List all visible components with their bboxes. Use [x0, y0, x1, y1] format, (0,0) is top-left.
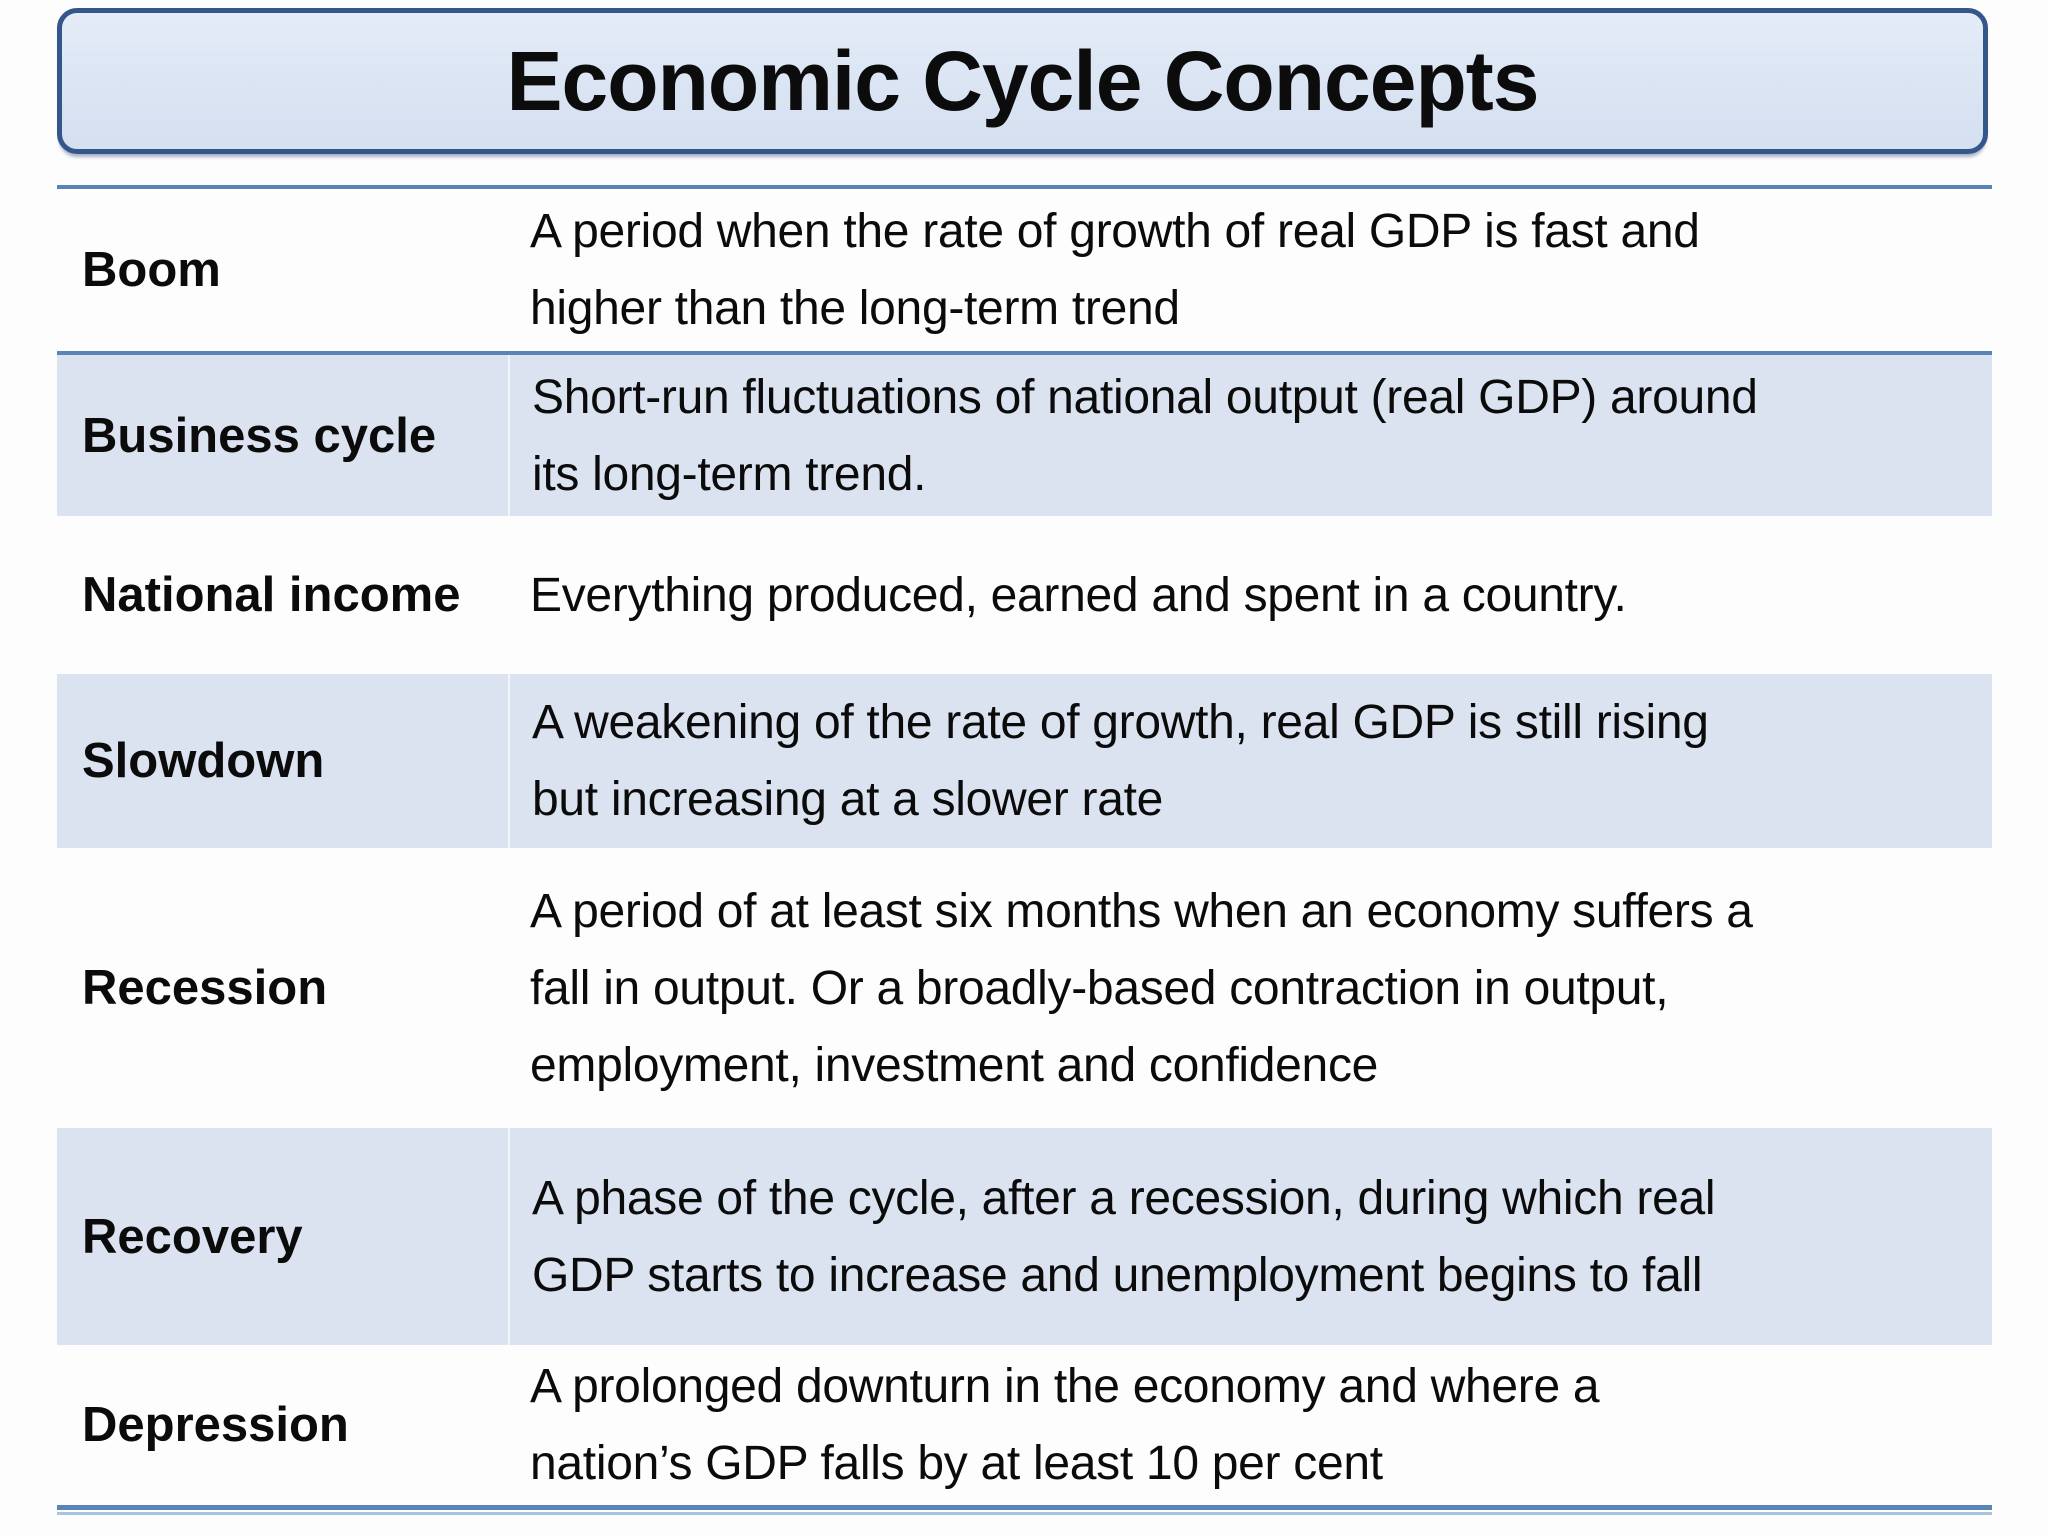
definition-cell: A weakening of the rate of growth, real …: [508, 674, 1992, 848]
table-row: Recession A period of at least six month…: [57, 848, 1992, 1128]
table-row: Boom A period when the rate of growth of…: [57, 189, 1992, 351]
table-bottom-accent-line: [57, 1512, 1992, 1515]
table-row: Slowdown A weakening of the rate of grow…: [57, 674, 1992, 848]
definition-cell: A phase of the cycle, after a recession,…: [508, 1128, 1992, 1345]
term-cell: Recovery: [82, 1209, 303, 1264]
definition-cell: A prolonged downturn in the economy and …: [530, 1360, 1600, 1490]
table-row: Recovery A phase of the cycle, after a r…: [57, 1128, 1992, 1345]
term-cell: Boom: [82, 243, 221, 297]
page-title: Economic Cycle Concepts: [506, 33, 1540, 128]
table-row: Business cycle Short-run fluctuations of…: [57, 351, 1992, 516]
term-cell: Recession: [82, 961, 328, 1015]
table-row: National income Everything produced, ear…: [57, 516, 1992, 674]
term-cell: Depression: [82, 1398, 349, 1452]
definition-cell: Everything produced, earned and spent in…: [530, 568, 1627, 622]
definition-cell: Short-run fluctuations of national outpu…: [508, 355, 1992, 516]
term-cell: Business cycle: [82, 408, 437, 463]
term-cell: Slowdown: [82, 734, 325, 788]
term-cell: National income: [82, 568, 461, 622]
table-row: Depression A prolonged downturn in the e…: [57, 1345, 1992, 1505]
definition-cell: A period of at least six months when an …: [530, 884, 1753, 1092]
definition-cell: A period when the rate of growth of real…: [530, 205, 1700, 335]
definitions-table: Boom A period when the rate of growth of…: [57, 185, 1992, 1510]
title-box: Economic Cycle Concepts: [57, 8, 1988, 154]
